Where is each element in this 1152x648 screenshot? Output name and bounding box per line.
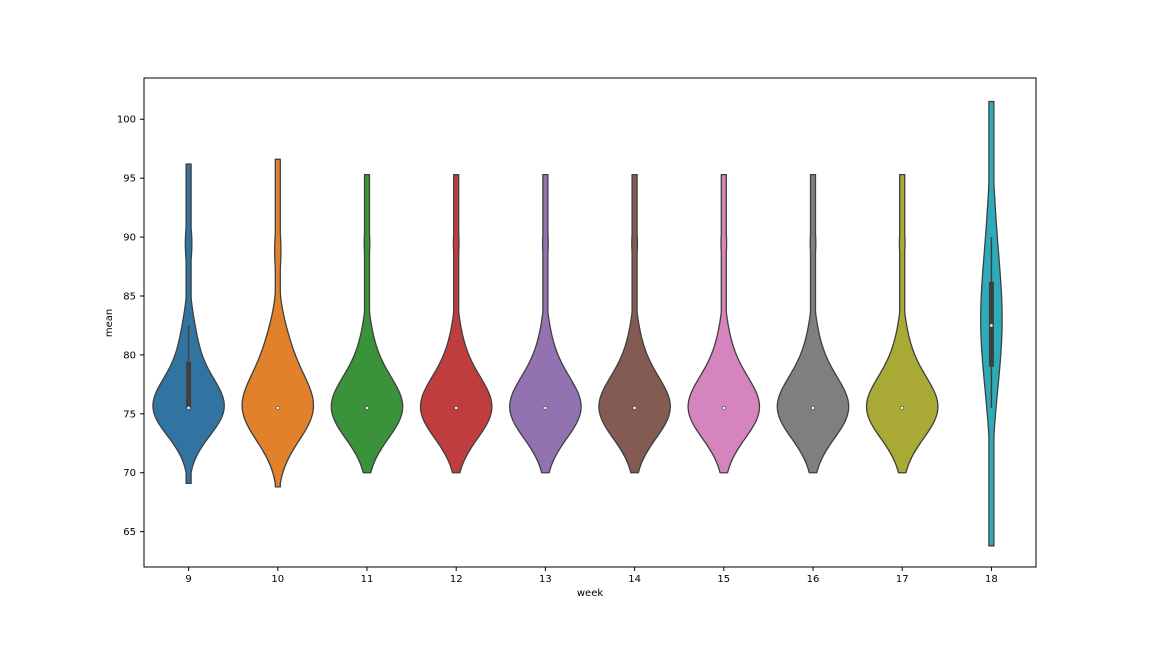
y-tick-label: 85 <box>123 291 136 302</box>
y-tick-label: 100 <box>117 115 136 126</box>
x-axis-label: week <box>577 588 603 599</box>
violin-17 <box>865 173 939 474</box>
median-point-15 <box>721 406 726 410</box>
y-tick-label: 65 <box>123 527 136 538</box>
x-tick-label: 11 <box>361 574 374 585</box>
x-tick-label: 17 <box>896 574 909 585</box>
x-tick-label: 13 <box>539 574 552 585</box>
median-point-14 <box>632 406 637 410</box>
median-point-12 <box>454 406 459 410</box>
y-tick-label: 70 <box>123 468 136 479</box>
plot-frame <box>143 77 1037 568</box>
x-tick-label: 10 <box>271 574 284 585</box>
x-tick-label: 18 <box>985 574 998 585</box>
violins-group <box>152 100 1003 547</box>
y-tick-label: 80 <box>123 350 136 361</box>
x-tick-label: 15 <box>717 574 730 585</box>
median-point-11 <box>365 406 369 410</box>
x-axis: 9 10 11 12 13 14 15 16 17 18 <box>185 567 998 585</box>
median-point-13 <box>543 406 548 410</box>
iqr-box-9 <box>186 361 192 408</box>
violin-15 <box>687 173 761 474</box>
median-point-9 <box>186 406 191 410</box>
median-point-10 <box>275 406 280 410</box>
y-axis-label: mean <box>104 309 115 337</box>
violin-12 <box>419 173 493 474</box>
violin-9 <box>152 163 225 484</box>
violin-13 <box>509 173 582 474</box>
violin-16 <box>776 173 850 474</box>
x-tick-label: 12 <box>450 574 463 585</box>
x-tick-label: 14 <box>628 574 641 585</box>
x-tick-label: 9 <box>185 574 191 585</box>
y-tick-label: 90 <box>123 233 136 244</box>
violin-14 <box>598 173 671 474</box>
plot-background <box>144 78 1036 567</box>
y-tick-label: 95 <box>123 174 136 185</box>
y-tick-label: 75 <box>123 409 136 420</box>
x-tick-label: 16 <box>807 574 820 585</box>
median-point-16 <box>811 406 815 410</box>
median-point-18 <box>989 323 994 328</box>
violin-10 <box>241 158 315 488</box>
y-axis: 65 70 75 80 85 90 95 100 <box>117 115 144 538</box>
median-point-17 <box>900 406 905 410</box>
violin-11 <box>330 173 404 474</box>
